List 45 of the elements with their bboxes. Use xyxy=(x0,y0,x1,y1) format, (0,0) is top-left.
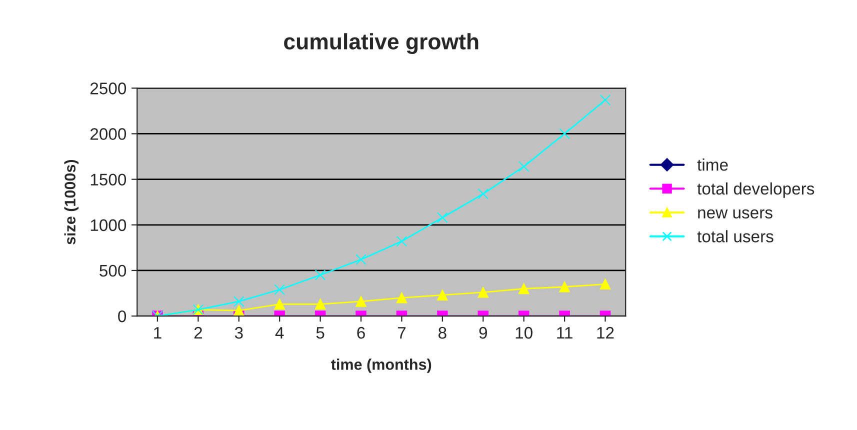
point xyxy=(559,282,570,292)
x-axis-title: time (months) xyxy=(331,358,432,373)
y-tick-label: 500 xyxy=(100,264,126,277)
point xyxy=(314,270,326,280)
point xyxy=(396,236,408,247)
y-tick-label: 2500 xyxy=(90,82,126,94)
x-tick-label: 7 xyxy=(398,327,406,339)
point xyxy=(600,94,611,106)
legend-label: time xyxy=(697,158,728,171)
x-tick-label: 11 xyxy=(557,327,572,339)
y-axis-title: size (1000s) xyxy=(64,160,79,244)
x-tick-label: 10 xyxy=(516,326,532,339)
y-tick-label: 0 xyxy=(118,310,126,322)
legend-label: total users xyxy=(697,230,774,242)
legend-label: total developers xyxy=(697,182,814,198)
point xyxy=(437,212,448,223)
point xyxy=(356,296,366,307)
y-tick-label: 1500 xyxy=(90,174,126,186)
x-tick-label: 6 xyxy=(357,326,365,339)
point xyxy=(356,254,366,265)
x-tick-label: 2 xyxy=(194,326,202,339)
x-tick-label: 8 xyxy=(438,326,446,339)
x-tick-label: 3 xyxy=(234,326,243,339)
legend-label: new users xyxy=(698,209,772,219)
point xyxy=(396,292,408,304)
x-tick-label: 12 xyxy=(597,326,614,339)
x-tick-label: 9 xyxy=(479,326,487,339)
point xyxy=(600,278,611,290)
x-tick-label: 4 xyxy=(275,327,284,339)
point xyxy=(478,286,489,298)
chart-title: cumulative growth xyxy=(284,33,478,54)
point xyxy=(314,298,326,310)
point xyxy=(234,296,244,307)
point xyxy=(518,161,530,172)
point xyxy=(437,290,448,300)
y-tick-label: 1000 xyxy=(90,219,126,232)
y-tick-label: 2000 xyxy=(90,128,126,140)
point xyxy=(234,305,244,316)
point xyxy=(478,188,489,200)
x-tick-label: 1 xyxy=(154,327,162,339)
point xyxy=(559,128,570,140)
x-tick-label: 5 xyxy=(316,327,324,339)
point xyxy=(518,283,530,294)
point xyxy=(274,298,285,310)
point xyxy=(274,284,285,295)
